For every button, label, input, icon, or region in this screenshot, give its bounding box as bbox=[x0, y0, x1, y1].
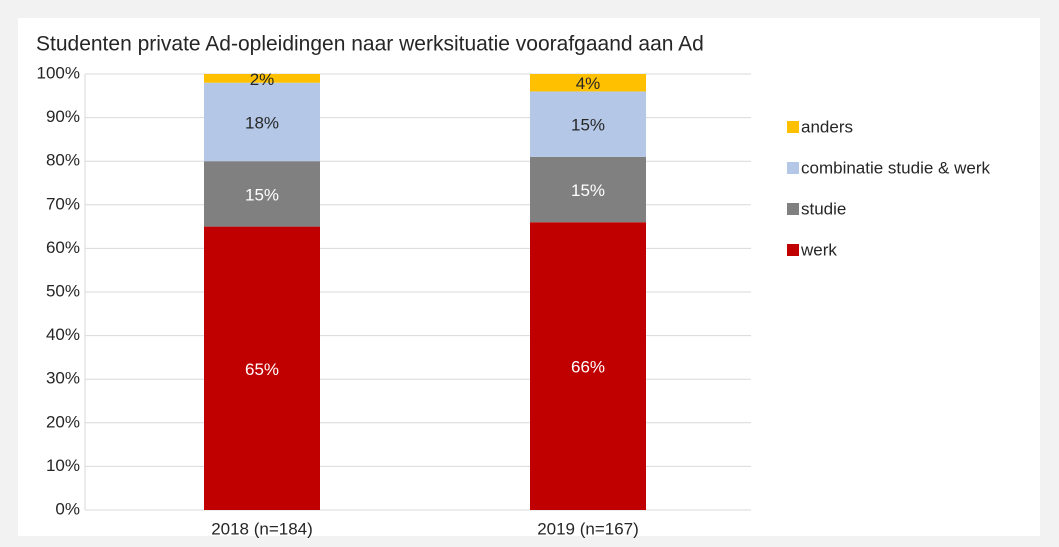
y-tick-label: 40% bbox=[46, 325, 80, 344]
legend-swatch bbox=[787, 203, 799, 215]
legend-swatch bbox=[787, 244, 799, 256]
y-tick-label: 10% bbox=[46, 456, 80, 475]
chart-area bbox=[18, 18, 1040, 536]
bar-segment bbox=[204, 74, 320, 83]
bar-segment bbox=[530, 222, 646, 511]
y-tick-label: 30% bbox=[46, 369, 80, 388]
legend-swatch bbox=[787, 121, 799, 133]
legend-label: studie bbox=[801, 199, 846, 218]
y-tick-label: 20% bbox=[46, 412, 80, 431]
data-label: 66% bbox=[571, 358, 605, 377]
data-label: 4% bbox=[576, 74, 601, 93]
y-tick-label: 100% bbox=[37, 63, 80, 82]
bar-segment bbox=[530, 156, 646, 223]
bar-segment bbox=[204, 161, 320, 227]
y-tick-label: 60% bbox=[46, 238, 80, 257]
y-tick-label: 0% bbox=[55, 499, 80, 518]
y-tick-label: 80% bbox=[46, 151, 80, 170]
y-tick-label: 50% bbox=[46, 281, 80, 300]
bar-segment bbox=[530, 91, 646, 157]
chart-title: Studenten private Ad-opleidingen naar we… bbox=[36, 33, 704, 56]
bar-segment bbox=[204, 226, 320, 510]
data-label: 2% bbox=[250, 70, 275, 89]
data-label: 15% bbox=[571, 181, 605, 200]
data-label: 15% bbox=[245, 185, 279, 204]
x-tick-label: 2019 (n=167) bbox=[537, 519, 639, 538]
bar-segment bbox=[530, 74, 646, 92]
data-label: 65% bbox=[245, 360, 279, 379]
y-tick-label: 70% bbox=[46, 194, 80, 213]
bar-segment bbox=[204, 82, 320, 162]
y-tick-label: 90% bbox=[46, 107, 80, 126]
legend-label: werk bbox=[800, 240, 837, 259]
data-label: 18% bbox=[245, 113, 279, 132]
x-tick-label: 2018 (n=184) bbox=[211, 519, 313, 538]
legend-label: anders bbox=[801, 117, 853, 136]
data-label: 15% bbox=[571, 116, 605, 135]
legend-swatch bbox=[787, 162, 799, 174]
legend-label: combinatie studie & werk bbox=[801, 158, 990, 177]
